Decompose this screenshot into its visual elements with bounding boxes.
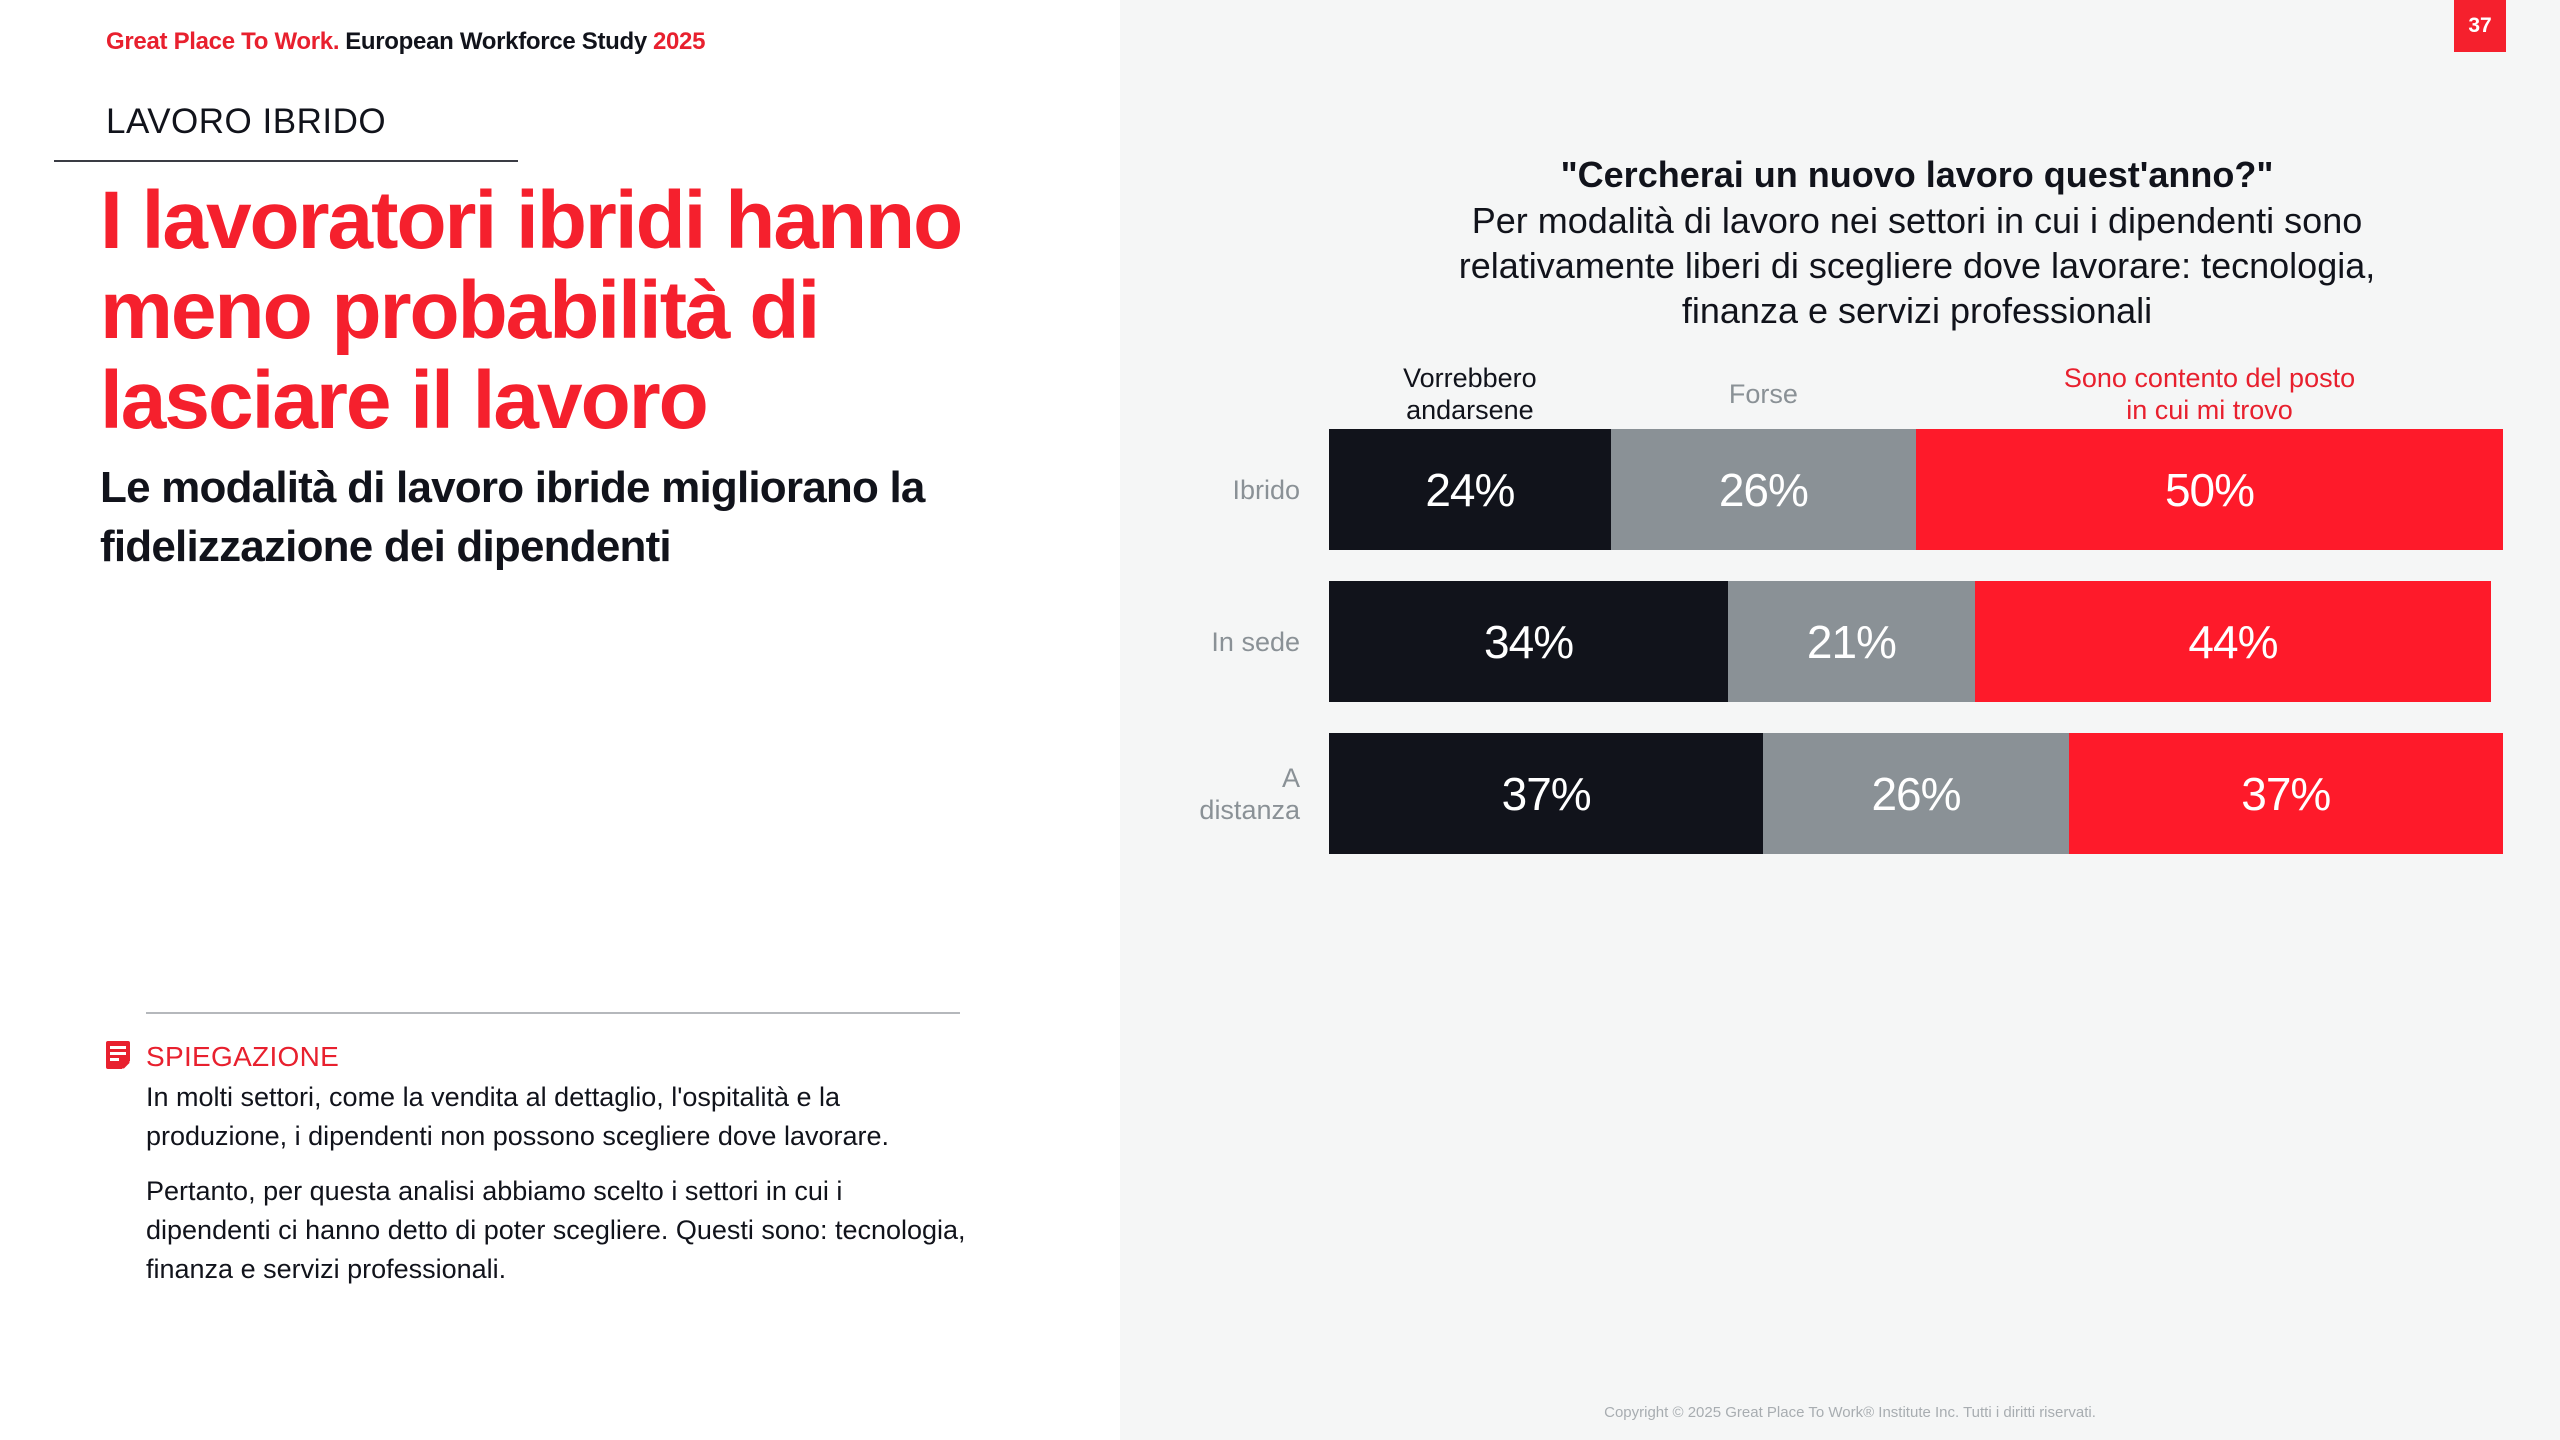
left-panel: Great Place To Work. European Workforce S… <box>0 0 1120 1440</box>
data-label: 37% <box>1501 767 1592 820</box>
section-label: LAVORO IBRIDO <box>106 102 387 141</box>
category-label-line: In sede <box>1211 626 1300 657</box>
legend-item: Vorrebbero andarsene <box>1329 362 1611 426</box>
data-label: 37% <box>2241 767 2331 820</box>
study-name: European Workforce Study <box>345 28 647 55</box>
bar-segment: 37% <box>2068 733 2503 854</box>
legend-item: Forse <box>1611 378 1916 410</box>
data-label: 24% <box>1425 463 1515 516</box>
data-label: 21% <box>1806 615 1897 668</box>
right-panel <box>1120 0 2560 1440</box>
category-label: In sede <box>1211 626 1300 658</box>
bar-segment: 24% <box>1329 429 1611 550</box>
chart-title: "Cercherai un nuovo lavoro quest'anno?" <box>1560 154 2274 195</box>
bar-segment: 26% <box>1610 429 1916 550</box>
explanation-paragraph: Pertanto, per questa analisi abbiamo sce… <box>146 1176 966 1284</box>
bar-segment: 44% <box>1974 581 2492 702</box>
category-label: Ibrido <box>1232 474 1300 506</box>
study-year: 2025 <box>652 28 706 55</box>
legend-item: Sono contento del posto in cui mi trovo <box>1916 362 2503 426</box>
page-number: 37 <box>2454 0 2506 52</box>
page-title: I lavoratori ibridi hanno meno probabili… <box>100 175 963 446</box>
category-label-line: A <box>1281 762 1300 793</box>
data-label: 26% <box>1718 463 1809 516</box>
data-label: 34% <box>1484 615 1574 668</box>
legend-label-line: Vorrebbero <box>1403 363 1537 393</box>
brand-header: Great Place To Work. European Workforce S… <box>106 28 705 56</box>
data-label: 44% <box>2188 615 2278 668</box>
legend-label-line: in cui mi trovo <box>2126 395 2293 425</box>
legend-label-line: Sono contento del posto <box>2063 363 2356 393</box>
brand-logo: Great Place To Work. <box>106 28 340 55</box>
bar-segment: 26% <box>1763 733 2069 854</box>
chart-subtitle: Per modalità di lavoro nei settori in cu… <box>1458 200 2376 331</box>
section-divider <box>54 160 518 162</box>
explanation-title: SPIEGAZIONE <box>146 1041 340 1072</box>
data-label: 26% <box>1871 767 1961 820</box>
bar-segment: 37% <box>1329 733 1764 854</box>
explanation-divider <box>146 1012 960 1014</box>
data-label: 50% <box>2164 463 2255 516</box>
legend-label-line: andarsene <box>1406 395 1534 425</box>
legend-label-line: Forse <box>1728 379 1798 409</box>
bar-segment: 21% <box>1728 581 1975 702</box>
explanation-paragraph: In molti settori, come la vendita al det… <box>146 1082 890 1151</box>
copyright-notice: Copyright © 2025 Great Place To Work® In… <box>1604 1404 2096 1421</box>
bar-segment: 34% <box>1329 581 1729 702</box>
note-icon <box>106 1041 130 1069</box>
category-label-line: Ibrido <box>1232 474 1300 505</box>
category-label-line: distanza <box>1199 794 1300 825</box>
bar-segment: 50% <box>1916 429 2503 550</box>
page-subtitle: Le modalità di lavoro ibride migliorano … <box>100 463 925 571</box>
